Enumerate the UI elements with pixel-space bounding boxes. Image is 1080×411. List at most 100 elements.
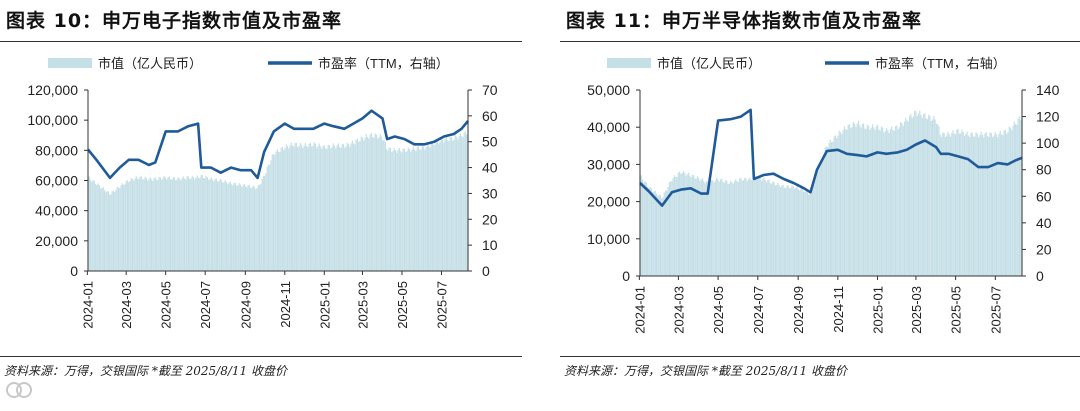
market-cap-bar	[419, 149, 421, 271]
market-cap-bar	[838, 130, 840, 276]
market-cap-bar	[896, 125, 898, 276]
market-cap-bar	[901, 123, 903, 276]
market-cap-bar	[439, 141, 441, 271]
market-cap-bar	[162, 178, 164, 271]
market-cap-bar	[946, 135, 948, 276]
market-cap-bar	[908, 115, 911, 276]
market-cap-bar	[218, 181, 220, 271]
market-cap-bar	[407, 147, 409, 271]
market-cap-bar	[384, 141, 386, 271]
market-cap-bar	[109, 194, 111, 271]
market-cap-bar	[806, 191, 808, 276]
market-cap-bar	[88, 176, 90, 271]
market-cap-bar	[346, 142, 348, 271]
market-cap-bar	[915, 111, 917, 276]
market-cap-bar	[755, 179, 757, 276]
market-cap-bar	[227, 184, 229, 271]
market-cap-bar	[328, 145, 331, 271]
market-cap-bar	[112, 190, 115, 271]
market-cap-bar	[323, 145, 325, 271]
market-cap-bar	[804, 191, 806, 276]
market-cap-bar	[450, 136, 453, 271]
market-cap-bar	[723, 182, 725, 276]
left-tick-label: 100,000	[27, 112, 78, 128]
right-tick-label: 30	[482, 185, 498, 201]
market-cap-bar	[792, 186, 794, 276]
market-cap-bar	[175, 180, 177, 271]
market-cap-bar	[658, 194, 660, 276]
market-cap-bar	[195, 177, 197, 271]
market-cap-bar	[168, 176, 170, 271]
market-cap-bar	[943, 132, 945, 276]
left-tick-label: 10,000	[587, 231, 630, 247]
market-cap-bar	[115, 189, 117, 271]
market-cap-bar	[691, 175, 693, 276]
market-cap-bar	[713, 182, 715, 276]
market-cap-bar	[350, 143, 352, 271]
market-cap-bar	[128, 182, 130, 271]
market-cap-bar	[960, 133, 962, 276]
market-cap-bar	[304, 143, 306, 271]
market-cap-bar	[156, 179, 158, 271]
market-cap-bar	[953, 133, 955, 276]
market-cap-bar	[266, 167, 268, 271]
market-cap-bar	[805, 190, 807, 276]
market-cap-bar	[824, 147, 826, 276]
market-cap-bar	[425, 147, 427, 271]
market-cap-bar	[727, 183, 729, 276]
market-cap-bar	[695, 178, 697, 276]
market-cap-bar	[772, 181, 774, 276]
market-cap-bar	[926, 119, 929, 276]
market-cap-bar	[403, 148, 406, 271]
market-cap-bar	[355, 140, 357, 271]
market-cap-bar	[340, 147, 342, 271]
market-cap-bar	[415, 150, 417, 271]
market-cap-bar	[949, 136, 952, 276]
market-cap-bar	[1011, 129, 1013, 276]
x-tick-label: 2025-01	[871, 286, 886, 334]
market-cap-bar	[659, 195, 662, 276]
market-cap-bar	[238, 183, 240, 271]
market-cap-bar	[360, 136, 362, 271]
source-note: 资料来源：万得，交银国际 *截至 2025/8/11 收盘价	[564, 364, 847, 378]
market-cap-bar	[993, 135, 995, 276]
market-cap-bar	[689, 175, 691, 276]
market-cap-bar	[732, 183, 734, 276]
market-cap-bar	[105, 192, 107, 271]
market-cap-bar	[839, 132, 842, 276]
market-cap-bar	[911, 117, 913, 276]
market-cap-bar	[248, 184, 251, 271]
left-tick-label: 60,000	[35, 173, 78, 189]
market-cap-bar	[883, 132, 885, 276]
market-cap-bar	[769, 182, 771, 276]
right-tick-label: 20	[1036, 241, 1052, 257]
market-cap-bar	[214, 178, 216, 271]
market-cap-bar	[274, 155, 276, 271]
market-cap-bar	[866, 124, 869, 276]
market-cap-bar	[416, 147, 418, 271]
market-cap-bar	[421, 145, 423, 271]
market-cap-bar	[222, 182, 224, 271]
market-cap-bar	[428, 145, 430, 271]
market-cap-bar	[685, 175, 687, 276]
market-cap-bar	[253, 186, 256, 271]
x-tick-label: 2025-07	[988, 286, 1003, 334]
market-cap-bar	[356, 138, 359, 271]
market-cap-bar	[975, 132, 977, 276]
market-cap-bar	[728, 183, 731, 276]
market-cap-bar	[246, 187, 248, 271]
market-cap-bar	[1004, 129, 1006, 276]
market-cap-bar	[100, 188, 102, 271]
market-cap-bar	[682, 170, 685, 276]
market-cap-bar	[319, 146, 322, 271]
left-tick-label: 40,000	[587, 119, 630, 135]
market-cap-bar	[1018, 116, 1021, 276]
market-cap-bar	[378, 136, 380, 271]
market-cap-bar	[746, 181, 748, 276]
market-cap-bar	[370, 132, 373, 271]
market-cap-bar	[878, 129, 880, 276]
market-cap-bar	[965, 133, 967, 276]
market-cap-bar	[125, 181, 127, 271]
market-cap-bar	[759, 177, 761, 276]
market-cap-bar	[758, 176, 760, 276]
